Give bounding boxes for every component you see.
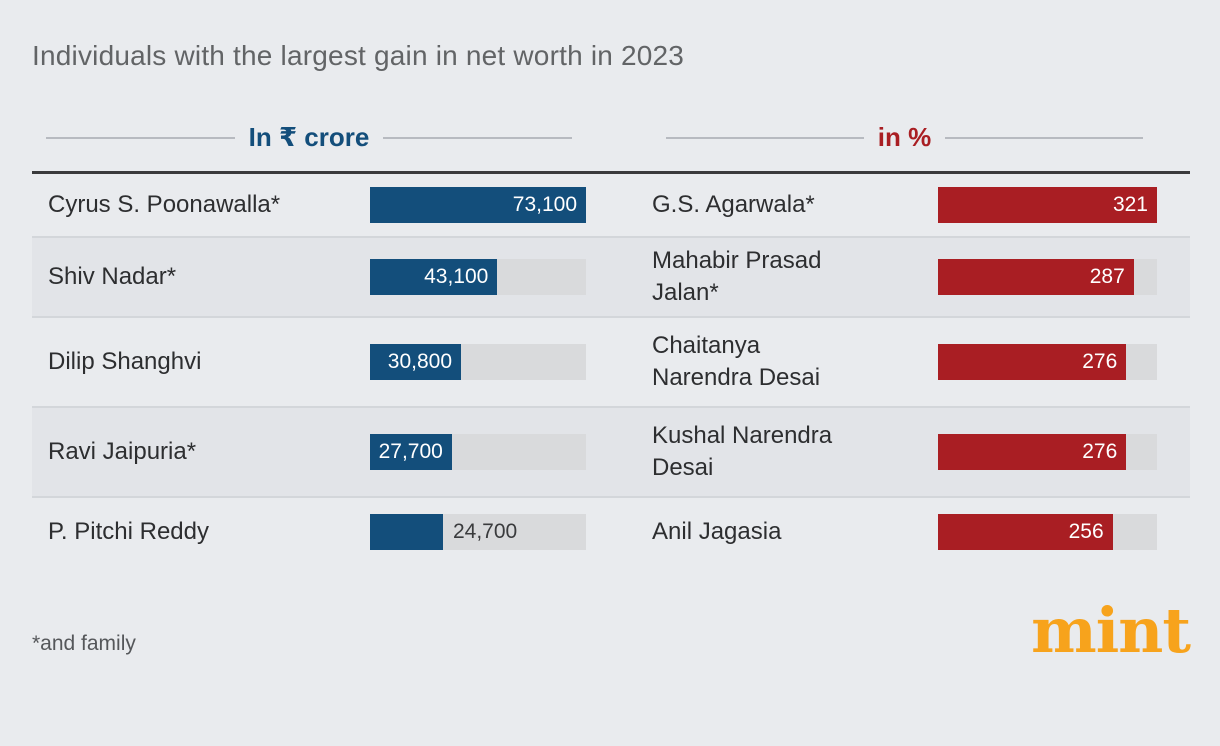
infographic: Individuals with the largest gain in net… bbox=[0, 40, 1220, 662]
crore-bar-value: 73,100 bbox=[512, 193, 577, 216]
percent-bar-fill: 276 bbox=[938, 434, 1127, 470]
percent-bar-track: 276 bbox=[938, 344, 1157, 380]
chart-row: Shiv Nadar* 43,100 Mahabir Prasad Jalan*… bbox=[32, 236, 1190, 316]
crore-bar-cell: 43,100 bbox=[370, 259, 586, 295]
percent-header-label: in % bbox=[877, 122, 932, 152]
footnote: *and family bbox=[32, 632, 136, 655]
person-name-percent: Kushal Narendra Desai bbox=[652, 421, 833, 481]
percent-bar-cell: 287 bbox=[938, 259, 1157, 295]
person-name-percent: Chaitanya Narendra Desai bbox=[652, 331, 821, 391]
crore-bar-cell: 27,700 bbox=[370, 434, 586, 470]
person-name-percent: Anil Jagasia bbox=[652, 517, 782, 545]
person-name-crore: Cyrus S. Poonawalla* bbox=[48, 190, 281, 218]
percent-bar-fill: 256 bbox=[938, 514, 1113, 550]
header-line-right bbox=[945, 136, 1144, 139]
footer: *and family mint bbox=[32, 594, 1191, 667]
crore-bar-value: 24,700 bbox=[452, 520, 518, 543]
mint-logo: mint bbox=[1031, 594, 1191, 667]
chart-rows: Cyrus S. Poonawalla* 73,100 G.S. Agarwal… bbox=[32, 174, 1190, 566]
crore-bar-value: 43,100 bbox=[424, 265, 489, 288]
crore-bar-fill: 73,100 bbox=[370, 187, 586, 223]
percent-bar-value: 276 bbox=[1082, 440, 1118, 463]
header-line-left bbox=[666, 136, 864, 139]
crore-bar-track: 27,700 bbox=[370, 434, 586, 470]
person-name-crore: Dilip Shanghvi bbox=[48, 347, 202, 375]
chart-row: Dilip Shanghvi 30,800 Chaitanya Narendra… bbox=[32, 316, 1190, 406]
crore-bar-track: 24,700 bbox=[370, 514, 586, 550]
percent-bar-track: 287 bbox=[938, 259, 1157, 295]
crore-bar-track: 43,100 bbox=[370, 259, 586, 295]
percent-bar-cell: 276 bbox=[938, 344, 1157, 380]
crore-bar-value: 30,800 bbox=[387, 350, 452, 373]
percent-bar-value: 321 bbox=[1112, 193, 1148, 216]
crore-bar-value: 27,700 bbox=[378, 440, 443, 463]
crore-bar-cell: 73,100 bbox=[370, 187, 586, 223]
crore-column-header: In ₹ crore bbox=[32, 122, 586, 153]
crore-bar-fill bbox=[370, 514, 443, 550]
crore-bar-cell: 24,700 bbox=[370, 514, 586, 550]
crore-bar-fill: 30,800 bbox=[370, 344, 461, 380]
percent-bar-value: 256 bbox=[1068, 520, 1104, 543]
crore-bar-track: 30,800 bbox=[370, 344, 586, 380]
percent-bar-cell: 256 bbox=[938, 514, 1157, 550]
percent-bar-fill: 287 bbox=[938, 259, 1134, 295]
chart-row: Ravi Jaipuria* 27,700 Kushal Narendra De… bbox=[32, 406, 1190, 496]
crore-header-label: In ₹ crore bbox=[248, 122, 370, 152]
column-headers: In ₹ crore in % bbox=[32, 122, 1190, 153]
percent-bar-fill: 321 bbox=[938, 187, 1157, 223]
percent-bar-cell: 321 bbox=[938, 187, 1157, 223]
person-name-crore: P. Pitchi Reddy bbox=[48, 517, 209, 545]
percent-bar-track: 276 bbox=[938, 434, 1157, 470]
header-line-right bbox=[383, 136, 572, 139]
percent-bar-cell: 276 bbox=[938, 434, 1157, 470]
crore-bar-cell: 30,800 bbox=[370, 344, 586, 380]
header-line-left bbox=[46, 136, 235, 139]
page-title: Individuals with the largest gain in net… bbox=[32, 40, 685, 71]
table-top-rule bbox=[32, 171, 1190, 174]
percent-bar-value: 287 bbox=[1089, 265, 1125, 288]
person-name-percent: G.S. Agarwala* bbox=[652, 190, 815, 218]
percent-bar-track: 256 bbox=[938, 514, 1157, 550]
percent-bar-value: 276 bbox=[1082, 350, 1118, 373]
chart-row: Cyrus S. Poonawalla* 73,100 G.S. Agarwal… bbox=[32, 174, 1190, 236]
percent-column-header: in % bbox=[652, 122, 1157, 153]
percent-bar-fill: 276 bbox=[938, 344, 1127, 380]
person-name-crore: Shiv Nadar* bbox=[48, 262, 177, 290]
person-name-percent: Mahabir Prasad Jalan* bbox=[652, 246, 822, 306]
crore-bar-fill: 43,100 bbox=[370, 259, 498, 295]
crore-bar-track: 73,100 bbox=[370, 187, 586, 223]
crore-bar-fill: 27,700 bbox=[370, 434, 452, 470]
chart-row: P. Pitchi Reddy 24,700 Anil Jagasia 256 bbox=[32, 496, 1190, 566]
header-gap bbox=[586, 122, 652, 153]
percent-bar-track: 321 bbox=[938, 187, 1157, 223]
person-name-crore: Ravi Jaipuria* bbox=[48, 437, 197, 465]
